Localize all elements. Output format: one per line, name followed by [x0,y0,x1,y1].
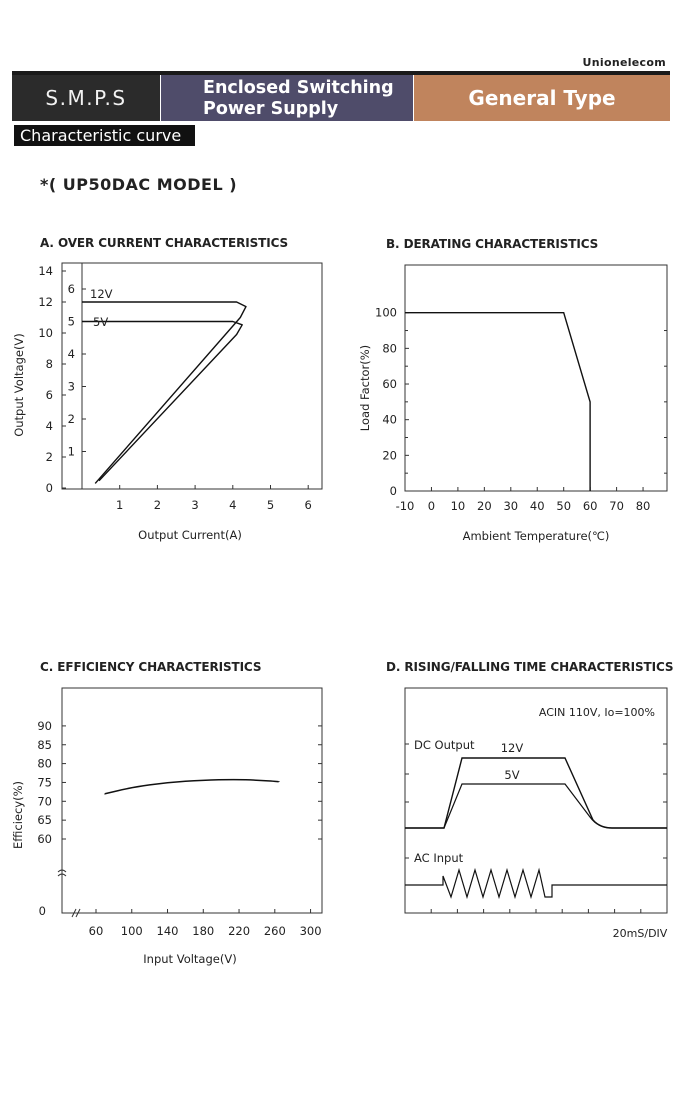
chart-a-x-tick-label: 5 [267,498,274,512]
chart-a-y-tick-label: 6 [46,388,53,402]
category-label: S.M.P.S [45,86,127,110]
brand-name: Unionelecom [582,56,666,69]
chart-a-y-inner-tick-label: 1 [68,445,75,459]
chart-b-x-tick-label: 70 [609,499,624,513]
chart-a-y-inner-tick-label: 5 [68,315,75,329]
chart-d-condition: ACIN 110V, Io=100% [539,706,655,719]
chart-a-x-tick-label: 3 [191,498,198,512]
chart-c-x-break-icon [71,908,81,918]
chart-a-series-label: 12V [90,287,113,301]
product-line-1: Enclosed Switching [203,78,394,98]
chart-b-series-line [405,312,591,491]
chart-a-y-inner-tick-label: 3 [68,380,75,394]
chart-c-y-tick-label: 65 [37,813,52,827]
chart-d-series-5v-label: 5V [504,768,519,782]
chart-d-ac-label: AC Input [414,851,464,865]
chart-a-y-inner-tick-label: 2 [68,412,75,426]
chart-c-y-zero-label: 0 [39,904,46,918]
chart-a-title: A. OVER CURRENT CHARACTERISTICS [40,236,289,250]
chart-d-dc-label: DC Output [414,738,475,752]
chart-d-x-unit-label: 20mS/DIV [613,927,668,940]
chart-b-x-tick-label: 50 [556,499,571,513]
chart-c-y-break-icon [57,869,67,877]
chart-d-ac-input-wave [405,867,667,900]
chart-d-series-12v-label: 12V [501,741,524,755]
chart-b-x-tick-label: 60 [583,499,598,513]
chart-b-title: B. DERATING CHARACTERISTICS [386,237,599,251]
chart-a-y-inner-tick-label: 4 [68,347,75,361]
chart-b-x-tick-label: -10 [396,499,415,513]
chart-a-x-label: Output Current(A) [138,528,242,542]
chart-b-frame [404,264,668,492]
chart-a-y-tick-label: 4 [46,419,53,433]
chart-c-x-tick-label: 220 [228,924,250,938]
chart-a-frame [61,262,323,490]
chart-b-y-label: Load Factor(%) [358,345,372,431]
chart-c-x-tick-label: 140 [157,924,179,938]
chart-b-y-tick-label: 80 [382,341,397,355]
chart-b-x-label: Ambient Temperature(℃) [463,529,610,543]
chart-c-y-tick-label: 90 [37,719,52,733]
chart-b-y-tick-label: 60 [382,377,397,391]
chart-c-title: C. EFFICIENCY CHARACTERISTICS [40,660,262,674]
chart-b-x-tick-label: 20 [477,499,492,513]
chart-c-y-tick-label: 70 [37,794,52,808]
chart-d-series-12v [405,757,667,829]
chart-b-x-tick-label: 30 [503,499,518,513]
type-band: General Type [414,75,670,121]
chart-a-x-tick-label: 6 [305,498,312,512]
chart-c-x-tick-label: 100 [121,924,143,938]
chart-c-series-line [104,778,281,795]
chart-a-y-tick-label: 2 [46,450,53,464]
product-line-2: Power Supply [203,99,339,119]
header-rule [12,71,670,75]
section-label: Characteristic curve [14,125,195,146]
chart-a-y-tick-label: 14 [38,264,53,278]
chart-b-x-tick-label: 80 [636,499,651,513]
chart-c-y-label: Efficiecy(%) [11,781,25,849]
chart-a-series-line [82,320,243,482]
chart-c-y-tick-label: 75 [37,775,52,789]
chart-a-series-line [82,301,247,484]
chart-c-x-label: Input Voltage(V) [143,952,236,966]
chart-b-x-tick-label: 40 [530,499,545,513]
chart-c-x-tick-label: 60 [89,924,104,938]
product-band: Enclosed Switching Power Supply [161,75,413,121]
chart-b-y-tick-label: 40 [382,413,397,427]
chart-a-y-tick-label: 8 [46,357,53,371]
chart-c-y-tick-label: 85 [37,738,52,752]
category-band: S.M.P.S [12,75,160,121]
chart-a-y-tick-label: 10 [38,326,53,340]
chart-b-x-tick-label: 10 [451,499,466,513]
chart-c-y-tick-label: 80 [37,757,52,771]
chart-a-y-label: Output Voltage(V) [12,333,26,437]
chart-b-x-tick-label: 0 [428,499,435,513]
chart-a-series-label: 5V [93,315,108,329]
chart-a-y-tick-label: 0 [46,481,53,495]
chart-a-y-inner-tick-label: 6 [68,282,75,296]
chart-c-frame [61,687,323,914]
chart-a-y-tick-label: 12 [38,295,53,309]
chart-a-x-tick-label: 2 [154,498,161,512]
chart-a-x-tick-label: 1 [116,498,123,512]
type-label: General Type [468,86,616,110]
chart-b-y-tick-label: 100 [375,306,397,320]
chart-d-title: D. RISING/FALLING TIME CHARACTERISTICS [386,660,674,674]
chart-d-series-5v [405,783,667,829]
chart-b-y-tick-label: 0 [390,484,397,498]
chart-c-x-tick-label: 260 [264,924,286,938]
chart-c-x-tick-label: 300 [300,924,322,938]
chart-a-x-tick-label: 4 [229,498,236,512]
chart-c-x-tick-label: 180 [192,924,214,938]
chart-c-y-tick-label: 60 [37,832,52,846]
model-title: *( UP50DAC MODEL ) [40,175,238,194]
chart-b-y-tick-label: 20 [382,448,397,462]
